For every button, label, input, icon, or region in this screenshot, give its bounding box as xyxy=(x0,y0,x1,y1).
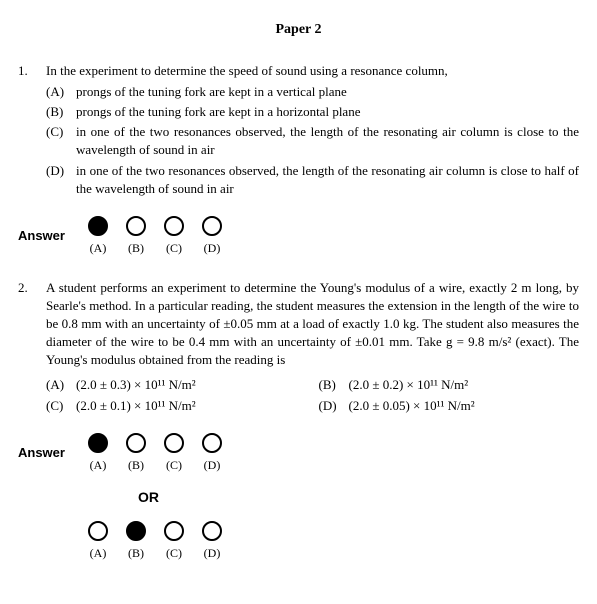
q2-answer-block: Answer (A) (B) (C) (D) OR (A) (B) (C) (D… xyxy=(18,433,579,562)
q2-bubble-bottom-c[interactable] xyxy=(164,521,184,541)
q1-bubble-c[interactable] xyxy=(164,216,184,236)
q2-options: (A) (2.0 ± 0.3) × 10¹¹ N/m² (B) (2.0 ± 0… xyxy=(46,376,579,415)
q1-option-b: (B) prongs of the tuning fork are kept i… xyxy=(46,103,579,121)
bubble-label: (D) xyxy=(204,457,221,474)
option-letter: (D) xyxy=(46,162,76,198)
bubble-label: (D) xyxy=(204,240,221,257)
q1-bubble-a[interactable] xyxy=(88,216,108,236)
q1-option-d: (D) in one of the two resonances observe… xyxy=(46,162,579,198)
q2-bubble-bottom-d[interactable] xyxy=(202,521,222,541)
q1-stem: In the experiment to determine the speed… xyxy=(46,62,579,80)
bubble-label: (C) xyxy=(166,545,182,562)
q2-option-c: (C) (2.0 ± 0.1) × 10¹¹ N/m² xyxy=(46,397,307,415)
option-text: in one of the two resonances observed, t… xyxy=(76,162,579,198)
q2-option-d: (D) (2.0 ± 0.05) × 10¹¹ N/m² xyxy=(319,397,580,415)
answer-label: Answer xyxy=(18,444,88,462)
option-letter: (C) xyxy=(46,397,76,415)
q2-bubbles-top: (A) (B) (C) (D) xyxy=(88,433,222,474)
option-text: (2.0 ± 0.3) × 10¹¹ N/m² xyxy=(76,376,307,394)
q2-bubbles-bottom: (A) (B) (C) (D) xyxy=(88,521,222,562)
option-text: prongs of the tuning fork are kept in a … xyxy=(76,103,579,121)
q2-bubble-top-d[interactable] xyxy=(202,433,222,453)
option-text: (2.0 ± 0.05) × 10¹¹ N/m² xyxy=(349,397,580,415)
q1-bubble-d[interactable] xyxy=(202,216,222,236)
q2-stem: A student performs an experiment to dete… xyxy=(46,279,579,370)
bubble-label: (B) xyxy=(128,240,144,257)
or-label: OR xyxy=(138,488,579,508)
question-2: 2. A student performs an experiment to d… xyxy=(18,279,579,415)
q2-bubble-top-a[interactable] xyxy=(88,433,108,453)
q2-bubble-bottom-a[interactable] xyxy=(88,521,108,541)
option-letter: (A) xyxy=(46,83,76,101)
option-letter: (B) xyxy=(46,103,76,121)
q1-option-c: (C) in one of the two resonances observe… xyxy=(46,123,579,159)
answer-label: Answer xyxy=(18,227,88,245)
option-text: (2.0 ± 0.1) × 10¹¹ N/m² xyxy=(76,397,307,415)
q2-number: 2. xyxy=(18,279,46,415)
option-text: in one of the two resonances observed, t… xyxy=(76,123,579,159)
option-text: (2.0 ± 0.2) × 10¹¹ N/m² xyxy=(349,376,580,394)
bubble-label: (B) xyxy=(128,545,144,562)
q1-body: In the experiment to determine the speed… xyxy=(46,62,579,198)
question-1: 1. In the experiment to determine the sp… xyxy=(18,62,579,198)
q2-option-a: (A) (2.0 ± 0.3) × 10¹¹ N/m² xyxy=(46,376,307,394)
bubble-label: (D) xyxy=(204,545,221,562)
option-text: prongs of the tuning fork are kept in a … xyxy=(76,83,579,101)
bubble-label: (A) xyxy=(90,545,107,562)
bubble-label: (B) xyxy=(128,457,144,474)
q1-bubble-b[interactable] xyxy=(126,216,146,236)
paper-title: Paper 2 xyxy=(18,20,579,40)
q1-options: (A) prongs of the tuning fork are kept i… xyxy=(46,83,579,198)
option-letter: (D) xyxy=(319,397,349,415)
q1-bubbles: (A) (B) (C) (D) xyxy=(88,216,222,257)
option-letter: (B) xyxy=(319,376,349,394)
bubble-label: (A) xyxy=(90,240,107,257)
q2-option-b: (B) (2.0 ± 0.2) × 10¹¹ N/m² xyxy=(319,376,580,394)
q2-bubble-top-b[interactable] xyxy=(126,433,146,453)
q1-option-a: (A) prongs of the tuning fork are kept i… xyxy=(46,83,579,101)
q2-bubble-bottom-b[interactable] xyxy=(126,521,146,541)
q1-answer-block: Answer (A) (B) (C) (D) xyxy=(18,216,579,257)
option-letter: (C) xyxy=(46,123,76,159)
bubble-label: (C) xyxy=(166,457,182,474)
q2-bubble-top-c[interactable] xyxy=(164,433,184,453)
bubble-label: (A) xyxy=(90,457,107,474)
option-letter: (A) xyxy=(46,376,76,394)
q2-body: A student performs an experiment to dete… xyxy=(46,279,579,415)
q1-number: 1. xyxy=(18,62,46,198)
bubble-label: (C) xyxy=(166,240,182,257)
